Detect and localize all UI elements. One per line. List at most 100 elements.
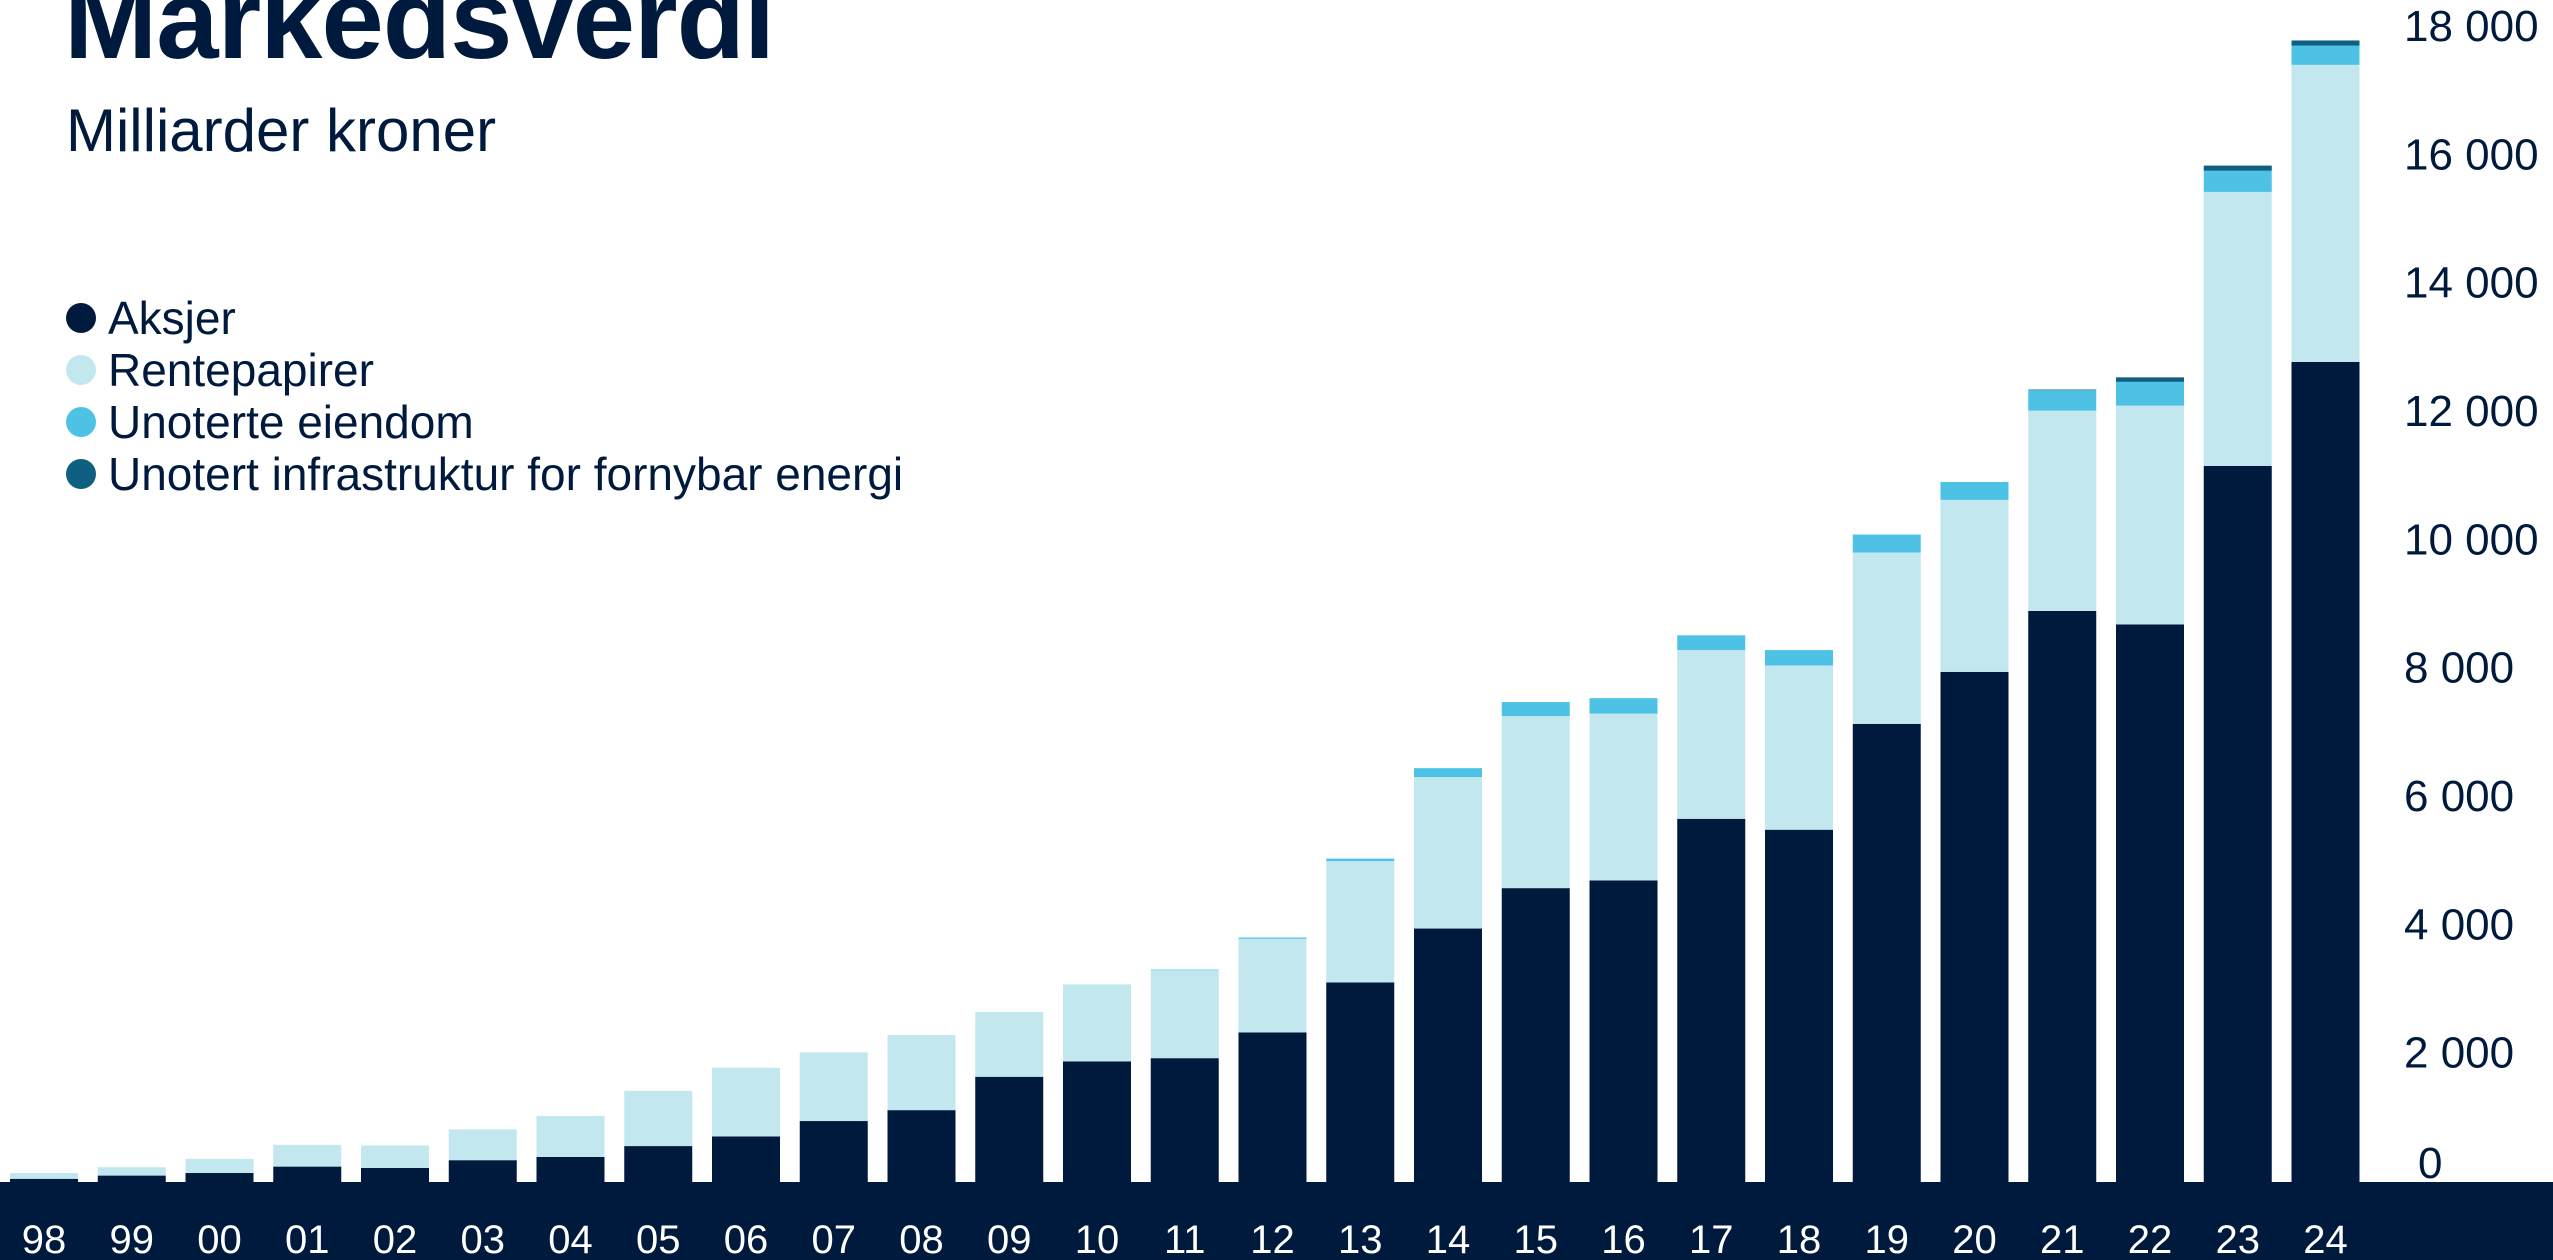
bar-segment-09-s0 [975, 1076, 1044, 1182]
bar-segment-24-s2 [2291, 45, 2360, 65]
bar-segment-17-s1 [1677, 650, 1746, 819]
bar-segment-22-s2 [2116, 381, 2184, 406]
bar-segment-14-s2 [1414, 768, 1482, 778]
legend-label-unoterte-eiendom: Unoterte eiendom [108, 396, 474, 448]
legend-swatch-rentepapirer [66, 355, 96, 385]
x-tick-label: 01 [285, 1218, 330, 1260]
bar-segment-16-s0 [1589, 880, 1658, 1182]
bar-segment-03-s1 [448, 1129, 517, 1161]
bar-segment-15-s2 [1501, 702, 1570, 717]
x-axis-ticks: 98 99 00 01 02 03 04 05 06 07 08 09 10 11 12 13 14 15 16 17… [22, 1218, 2348, 1260]
x-tick-label: 18 [1777, 1218, 1822, 1260]
bar-segment-24-s3 [2291, 40, 2360, 46]
legend-item-infrastruktur: Unotert infrastruktur for fornybar energ… [66, 448, 903, 500]
bar-segment-11-s0 [1150, 1058, 1219, 1182]
legend-swatch-unoterte-eiendom [66, 407, 96, 437]
bar-segment-23-s0 [2203, 465, 2272, 1182]
legend-item-aksjer: Aksjer [66, 292, 903, 344]
x-tick-label: 12 [1250, 1218, 1295, 1260]
bar-segment-22-s1 [2116, 405, 2184, 625]
x-tick-label: 23 [2216, 1218, 2261, 1260]
bar-segment-99-s1 [97, 1167, 166, 1176]
x-tick-label: 17 [1689, 1218, 1734, 1260]
chart-subtitle: Milliarder kroner [66, 97, 497, 164]
bar-segment-21-s2 [2028, 390, 2097, 411]
y-tick-label: 0 [2418, 1139, 2442, 1188]
x-tick-label: 03 [461, 1218, 506, 1260]
y-tick-label: 6 000 [2404, 772, 2514, 821]
bar-segment-02-s1 [361, 1145, 429, 1168]
bar-segment-10-s1 [1063, 984, 1131, 1062]
legend-item-unoterte-eiendom: Unoterte eiendom [66, 396, 903, 448]
bar-segment-20-s2 [1940, 481, 2009, 500]
x-tick-label: 15 [1514, 1218, 1559, 1260]
legend-swatch-infrastruktur [66, 459, 96, 489]
x-tick-label: 99 [110, 1218, 155, 1260]
bar-segment-24-s0 [2291, 361, 2360, 1182]
bar-segment-14-s0 [1414, 928, 1482, 1182]
y-tick-label: 12 000 [2404, 387, 2539, 436]
bar-segment-05-s1 [624, 1090, 693, 1147]
bar-segment-04-s1 [536, 1115, 605, 1157]
bar-segment-21-s0 [2028, 610, 2097, 1182]
y-tick-label: 2 000 [2404, 1029, 2514, 1078]
legend-label-aksjer: Aksjer [108, 292, 236, 344]
bar-segment-12-s0 [1238, 1032, 1307, 1182]
bar-segment-98-s1 [10, 1173, 78, 1179]
bar-segment-10-s0 [1063, 1061, 1131, 1182]
bars-group [10, 40, 2360, 1182]
legend: Aksjer Rentepapirer Unoterte eiendom Uno… [66, 292, 903, 500]
bar-segment-08-s1 [887, 1035, 956, 1111]
bar-segment-11-s2 [1150, 969, 1219, 971]
bar-segment-02-s0 [361, 1167, 429, 1182]
bar-segment-09-s1 [975, 1011, 1044, 1077]
bar-segment-22-s3 [2116, 377, 2184, 382]
x-tick-label: 11 [1164, 1218, 1206, 1260]
bar-segment-04-s0 [536, 1156, 605, 1182]
x-tick-label: 14 [1426, 1218, 1471, 1260]
bar-segment-13-s1 [1326, 861, 1395, 983]
bar-segment-08-s0 [887, 1110, 956, 1182]
bar-segment-15-s0 [1501, 888, 1570, 1182]
bar-segment-01-s1 [273, 1144, 342, 1167]
bar-segment-19-s0 [1852, 723, 1921, 1182]
bar-segment-12-s2 [1238, 937, 1307, 939]
bar-segment-20-s0 [1940, 671, 2009, 1182]
bar-segment-23-s2 [2203, 170, 2272, 192]
bar-segment-18-s0 [1765, 829, 1833, 1182]
legend-label-infrastruktur: Unotert infrastruktur for fornybar energ… [108, 448, 904, 500]
x-tick-label: 04 [548, 1218, 593, 1260]
bar-segment-15-s1 [1501, 716, 1570, 889]
legend-item-rentepapirer: Rentepapirer [66, 344, 903, 396]
bar-segment-21-s3 [2028, 389, 2097, 391]
bar-segment-23-s3 [2203, 165, 2272, 171]
bar-segment-16-s2 [1589, 698, 1658, 714]
bar-segment-13-s0 [1326, 982, 1395, 1182]
bar-segment-98-s0 [10, 1178, 78, 1182]
x-tick-label: 05 [636, 1218, 681, 1260]
bar-segment-19-s1 [1852, 552, 1921, 724]
x-tick-label: 06 [724, 1218, 769, 1260]
bar-segment-16-s1 [1589, 713, 1658, 881]
bar-segment-00-s0 [185, 1173, 254, 1182]
bar-segment-11-s1 [1150, 970, 1219, 1059]
x-tick-label: 08 [899, 1218, 944, 1260]
bar-segment-17-s0 [1677, 818, 1746, 1182]
bar-segment-20-s1 [1940, 499, 2009, 672]
bar-segment-14-s1 [1414, 777, 1482, 929]
bar-segment-18-s1 [1765, 665, 1833, 830]
bar-segment-03-s0 [448, 1160, 517, 1182]
x-tick-label: 07 [812, 1218, 857, 1260]
legend-swatch-aksjer [66, 303, 96, 333]
x-tick-label: 00 [197, 1218, 242, 1260]
bar-segment-99-s0 [97, 1175, 166, 1182]
x-tick-label: 20 [1952, 1218, 1997, 1260]
x-tick-label: 13 [1338, 1218, 1383, 1260]
bar-segment-21-s1 [2028, 410, 2097, 611]
legend-label-rentepapirer: Rentepapirer [108, 344, 374, 396]
x-tick-label: 98 [22, 1218, 67, 1260]
bar-segment-06-s1 [712, 1067, 780, 1137]
x-tick-label: 19 [1865, 1218, 1910, 1260]
y-tick-label: 14 000 [2404, 259, 2539, 308]
x-tick-label: 10 [1075, 1218, 1120, 1260]
